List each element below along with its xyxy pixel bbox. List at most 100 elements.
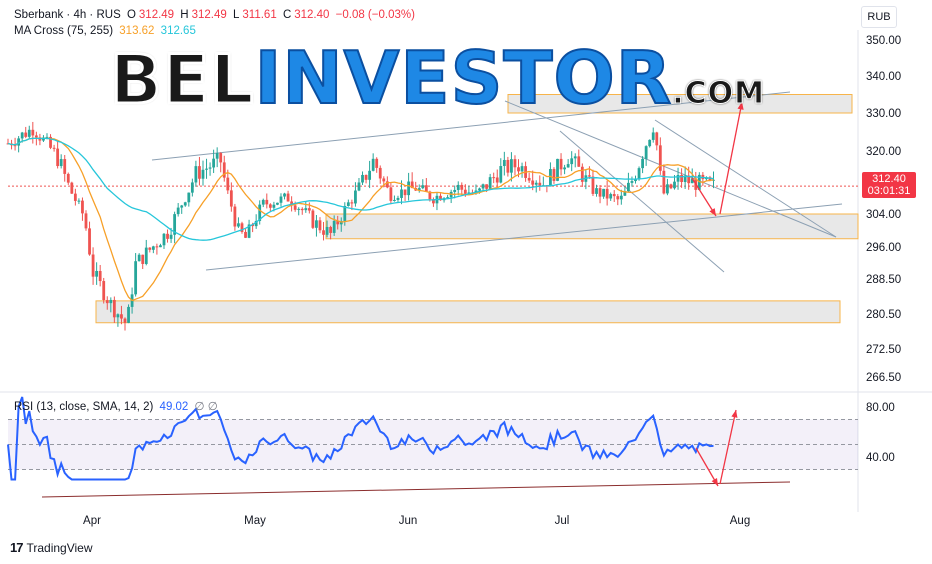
candle-body (276, 202, 279, 205)
candle-body (407, 181, 411, 196)
candle-body (112, 299, 116, 318)
tradingview-brand[interactable]: TradingView (26, 540, 93, 555)
candle-body (375, 158, 379, 168)
candle-body (144, 247, 148, 264)
candle-body (357, 182, 361, 191)
candle-body (322, 230, 325, 235)
candle-body (410, 181, 414, 189)
candle-body (680, 174, 683, 183)
candle-body (492, 177, 496, 179)
symbol-label[interactable]: Sberbank · 4h · RUS (14, 9, 121, 21)
candle-body (676, 174, 680, 182)
candle-body (127, 306, 130, 323)
price-tick-label: 296.00 (866, 242, 901, 254)
price-tick-label: 266.50 (866, 372, 901, 384)
price-tick-label: 350.00 (866, 35, 901, 47)
candle-body (173, 214, 177, 235)
candle-body (162, 233, 166, 246)
high-label: H (180, 9, 189, 21)
candle-body (59, 159, 63, 167)
candle-body (20, 132, 24, 139)
price-tag: 312.40 03:01:31 (862, 172, 916, 198)
trend-channel-line (504, 100, 837, 238)
watermark-logo: BELINVESTOR.COM (109, 35, 765, 122)
candle-body (98, 270, 102, 282)
close-label: C (282, 9, 292, 21)
currency-button[interactable]: RUB (861, 6, 897, 28)
candle-body (478, 188, 481, 191)
time-tick-label: May (244, 515, 266, 527)
candle-body (588, 175, 591, 177)
candle-body (290, 201, 294, 206)
support-resistance-zone (325, 213, 859, 240)
candle-body (598, 188, 602, 197)
candle-body (552, 169, 556, 181)
candle-body (187, 192, 191, 203)
price-tick-label: 272.50 (866, 344, 901, 356)
candle-body (265, 199, 269, 205)
candle-body (634, 179, 637, 182)
ma-label[interactable]: MA Cross (75, 255) (14, 25, 114, 37)
price-tick-label: 304.00 (866, 209, 901, 221)
candle-body (446, 197, 450, 199)
candle-body (534, 182, 538, 185)
rsi-label[interactable]: RSI (13, close, SMA, 14, 2) (14, 401, 154, 413)
candle-body (240, 223, 244, 232)
candle-body (563, 167, 567, 170)
candle-body (63, 159, 67, 174)
candle-body (364, 174, 368, 180)
candle-body (361, 174, 364, 183)
candle-body (116, 314, 120, 318)
candle-body (556, 158, 559, 181)
candle-body (77, 200, 81, 202)
candle-body (456, 184, 460, 190)
candle-body (13, 145, 17, 147)
forecast-arrow-up (719, 101, 743, 215)
watermark-bel: BEL (109, 40, 256, 122)
rsi-arrow-down-head (711, 478, 718, 486)
candle-body (88, 228, 91, 255)
price-tag-countdown: 03:01:31 (867, 185, 911, 197)
candle-body (396, 197, 400, 200)
low-value: 311.61 (242, 9, 277, 21)
candle-body (190, 182, 194, 193)
candle-body (343, 205, 347, 221)
candle-body (510, 159, 513, 173)
ma-fast-line (7, 137, 714, 302)
candle-body (655, 132, 659, 146)
candle-body (591, 176, 595, 194)
candle-body (453, 189, 457, 192)
candle-body (488, 177, 492, 189)
rsi-header: RSI (13, close, SMA, 14, 2) 49.02 ∅ ∅ (14, 399, 221, 413)
footer: 17 TradingView (10, 540, 93, 555)
candle-body (467, 192, 471, 194)
candle-body (91, 254, 95, 277)
candle-body (683, 175, 687, 183)
candle-body (403, 189, 407, 196)
candle-body (368, 170, 372, 180)
candle-body (595, 188, 598, 194)
candle-body (485, 184, 489, 189)
candle-body (318, 220, 322, 231)
candle-body (577, 156, 581, 167)
candle-body (421, 185, 425, 189)
candle-body (570, 158, 574, 165)
candle-body (219, 152, 223, 163)
change-value: −0.08 (−0.03%) (335, 9, 415, 21)
candle-body (325, 226, 329, 235)
tradingview-logo-icon[interactable]: 17 (10, 540, 24, 555)
visibility-icon[interactable]: ∅ ∅ (194, 401, 218, 413)
forecast-arrow-down-head (709, 208, 716, 216)
candle-body (137, 254, 141, 262)
candle-body (180, 205, 184, 208)
close-value: 312.40 (294, 9, 330, 21)
candle-body (70, 182, 74, 194)
candle-body (159, 245, 162, 248)
support-resistance-zone (95, 300, 841, 324)
candle-body (155, 246, 159, 248)
low-label: L (233, 9, 240, 21)
candle-body (244, 231, 247, 238)
candle-body (538, 182, 542, 186)
